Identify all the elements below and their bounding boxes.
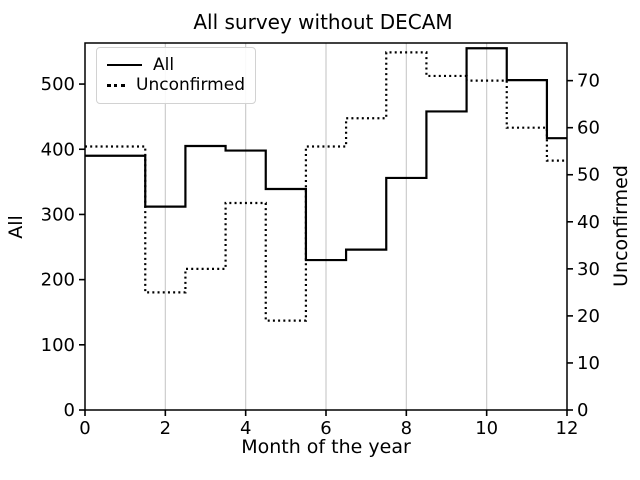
x-tick-label: 2 bbox=[160, 418, 171, 439]
x-tick-label: 10 bbox=[475, 418, 498, 439]
x-tick-label: 8 bbox=[401, 418, 412, 439]
y-tick-label-right: 60 bbox=[577, 118, 600, 139]
legend-item-unconfirmed: Unconfirmed bbox=[107, 77, 245, 94]
y-tick-label-right: 10 bbox=[577, 353, 600, 374]
y-tick-label-left: 0 bbox=[64, 400, 75, 421]
y-tick-label-left: 200 bbox=[41, 270, 75, 291]
x-tick-label: 4 bbox=[240, 418, 251, 439]
y-tick-label-left: 300 bbox=[41, 204, 75, 225]
y-tick-label-left: 500 bbox=[41, 74, 75, 95]
legend-label-unconfirmed: Unconfirmed bbox=[136, 75, 245, 96]
solid-line-sample bbox=[107, 64, 142, 67]
y-tick-label-left: 400 bbox=[41, 139, 75, 160]
x-tick-label: 6 bbox=[320, 418, 331, 439]
dotted-line-sample bbox=[107, 84, 126, 88]
chart-title: All survey without DECAM bbox=[193, 10, 453, 34]
x-axis-label: Month of the year bbox=[241, 436, 411, 458]
legend-label-all: All bbox=[153, 54, 175, 75]
y-tick-label-right: 50 bbox=[577, 165, 600, 186]
y-tick-label-left: 100 bbox=[41, 335, 75, 356]
y-tick-label-right: 70 bbox=[577, 71, 600, 92]
y-tick-label-right: 40 bbox=[577, 212, 600, 233]
x-tick-label: 0 bbox=[79, 418, 90, 439]
y-axis-label-right: Unconfirmed bbox=[610, 165, 632, 287]
y-axis-label-left: All bbox=[5, 215, 27, 239]
y-tick-label-right: 0 bbox=[577, 400, 588, 421]
series-unconfirmed-line bbox=[85, 51, 567, 322]
legend-item-all: All bbox=[107, 54, 245, 75]
legend: All Unconfirmed bbox=[96, 47, 256, 104]
y-tick-label-right: 20 bbox=[577, 306, 600, 327]
series-all-line bbox=[85, 47, 567, 262]
y-tick-label-right: 30 bbox=[577, 259, 600, 280]
x-tick-label: 12 bbox=[556, 418, 579, 439]
